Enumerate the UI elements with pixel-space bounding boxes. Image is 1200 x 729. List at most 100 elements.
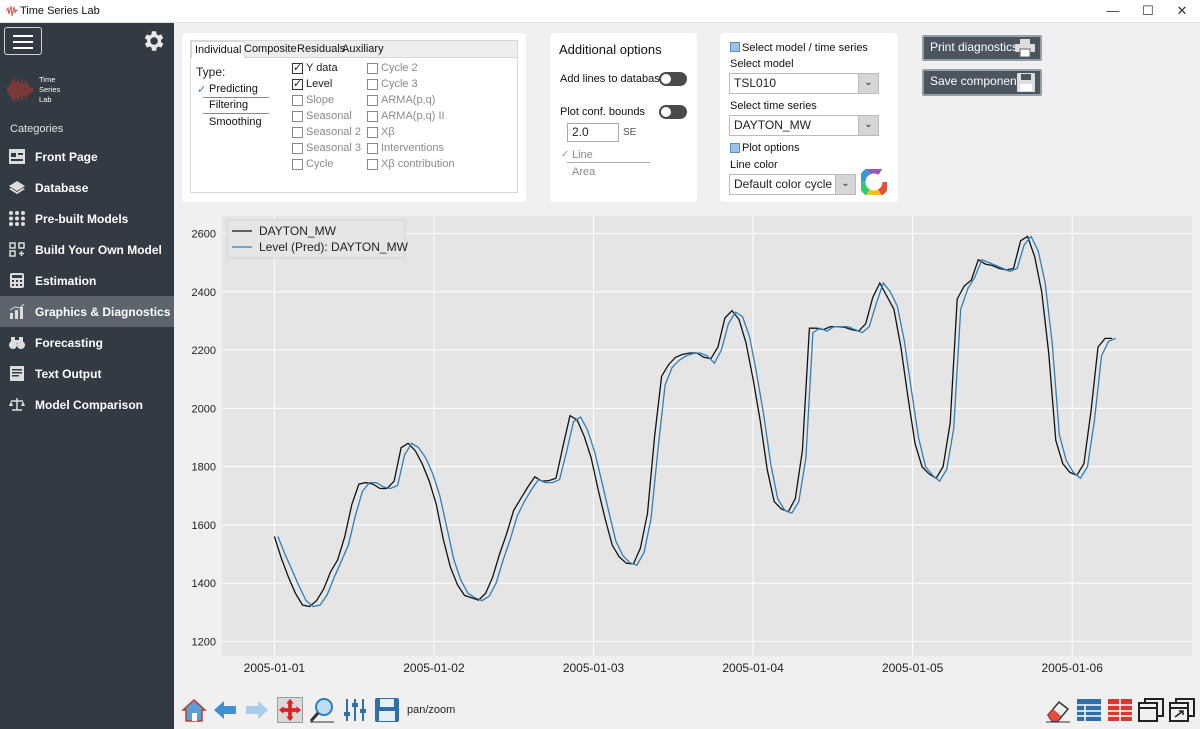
zoom-icon[interactable] [309, 697, 335, 723]
y-tick-label: 2200 [192, 345, 216, 357]
sidebar-item-front-page[interactable]: Front Page [0, 141, 174, 172]
y-tick-label: 2400 [192, 287, 216, 299]
back-arrow-icon[interactable] [212, 697, 238, 723]
chevron-down-icon: ⌄ [858, 116, 878, 135]
plot-background [222, 216, 1192, 656]
component-checkbox[interactable] [367, 127, 378, 138]
series-select-value: DAYTON_MW [734, 118, 811, 132]
component-checkbox[interactable] [292, 77, 303, 90]
sidebar-item-pre-built-models[interactable]: Pre-built Models [0, 203, 174, 234]
component-checkbox[interactable] [292, 143, 303, 154]
text-output-icon [10, 366, 24, 381]
gear-icon[interactable] [140, 28, 166, 54]
type-option-predicting[interactable]: Predicting [209, 83, 258, 95]
window-title: Time Series Lab [20, 5, 100, 17]
add-lines-toggle[interactable] [659, 72, 687, 86]
additional-options-title: Additional options [559, 42, 662, 57]
plot-toolbar: pan/zoom [174, 690, 1200, 729]
save-components-label: Save components [930, 74, 1027, 88]
component-checkbox[interactable] [367, 159, 378, 170]
restore-window-icon[interactable] [1138, 697, 1164, 723]
y-tick-label: 1200 [192, 636, 216, 648]
table-red-icon[interactable] [1107, 697, 1133, 723]
sidebar-item-text-output[interactable]: Text Output [0, 358, 174, 389]
tab-auxiliary[interactable]: Auxiliary [342, 43, 384, 55]
app-logo: Time Series Lab [6, 75, 126, 109]
title-bar: Time Series Lab — ☐ ✕ [0, 0, 1200, 23]
component-checkbox[interactable] [292, 95, 303, 106]
forward-arrow-icon[interactable] [244, 697, 270, 723]
minimize-button[interactable]: — [1106, 3, 1120, 18]
color-wheel-icon[interactable] [861, 169, 887, 195]
configure-subplots-icon[interactable] [342, 697, 368, 723]
component-checkbox-label: Xβ [381, 126, 395, 138]
selected-check-icon: ✓ [197, 84, 207, 96]
component-checkbox-label: Cycle [306, 158, 334, 170]
plot-conf-bounds-label: Plot conf. bounds [560, 106, 646, 118]
close-button[interactable]: ✕ [1176, 3, 1188, 18]
menu-toggle-button[interactable] [4, 27, 42, 55]
tab-individual[interactable]: Individual [191, 41, 246, 58]
bound-style-area[interactable]: Area [572, 166, 596, 178]
type-option-smoothing[interactable]: Smoothing [209, 116, 262, 128]
binoculars-icon [9, 337, 25, 349]
line-color-select[interactable]: Default color cycle ⌄ [729, 174, 856, 195]
component-checkbox[interactable] [367, 79, 378, 90]
save-figure-icon[interactable] [374, 697, 400, 723]
component-checkbox[interactable] [367, 111, 378, 122]
component-checkbox[interactable] [292, 159, 303, 170]
divider [203, 97, 269, 98]
sidebar-item-estimation[interactable]: Estimation [0, 265, 174, 296]
conf-bounds-input[interactable]: 2.0 [567, 123, 619, 142]
component-checkbox[interactable] [367, 63, 378, 74]
eraser-icon[interactable] [1045, 697, 1071, 723]
x-tick-label: 2005-01-05 [882, 661, 944, 675]
select-model-header: Select model / time series [742, 42, 868, 54]
x-tick-label: 2005-01-03 [563, 661, 625, 675]
waveform-logo-icon [7, 78, 33, 102]
sidebar-item-graphics-diagnostics[interactable]: Graphics & Diagnostics [0, 296, 174, 327]
tab-residuals[interactable]: Residuals [297, 43, 346, 55]
sidebar-item-label: Graphics & Diagnostics [35, 305, 171, 319]
sidebar: Time Series Lab Categories Front Page Da… [0, 23, 174, 729]
component-checkbox[interactable] [367, 143, 378, 154]
model-select-value: TSL010 [734, 76, 777, 90]
add-lines-label: Add lines to database [560, 73, 666, 85]
collapse-icon[interactable] [730, 143, 740, 153]
chevron-down-icon: ⌄ [858, 74, 878, 93]
save-components-button[interactable]: Save components [922, 69, 1042, 96]
time-series-chart[interactable]: 1200 1400 1600 1800 2000 2200 2400 2600 2005-01-… [174, 208, 1200, 688]
series-select[interactable]: DAYTON_MW ⌄ [729, 115, 879, 136]
plot-conf-bounds-toggle[interactable] [659, 105, 687, 119]
print-diagnostics-button[interactable]: Print diagnostics [922, 35, 1042, 61]
component-checkbox[interactable] [367, 95, 378, 106]
component-tabs: Individual Composite Residuals Auxiliary [190, 40, 518, 193]
sidebar-item-database[interactable]: Database [0, 172, 174, 203]
table-blue-icon[interactable] [1076, 697, 1102, 723]
x-tick-label: 2005-01-06 [1042, 661, 1104, 675]
maximize-button[interactable]: ☐ [1142, 3, 1154, 18]
component-checkbox[interactable] [292, 111, 303, 122]
sidebar-item-forecasting[interactable]: Forecasting [0, 327, 174, 358]
model-select[interactable]: TSL010 ⌄ [729, 73, 879, 94]
logo-text-line: Lab [39, 95, 52, 104]
component-checkbox[interactable] [292, 127, 303, 138]
collapse-icon[interactable] [730, 42, 740, 52]
line-color-value: Default color cycle [734, 177, 833, 191]
maximize-window-icon[interactable] [1169, 697, 1195, 723]
x-tick-label: 2005-01-04 [722, 661, 784, 675]
home-icon[interactable] [181, 697, 207, 723]
tab-composite[interactable]: Composite [244, 43, 297, 55]
select-series-label: Select time series [730, 100, 817, 112]
chart-area: 1200 1400 1600 1800 2000 2200 2400 2600 2005-01-… [174, 208, 1200, 688]
bound-style-line[interactable]: Line [572, 149, 593, 161]
component-checkbox[interactable] [292, 61, 303, 74]
sidebar-item-label: Model Comparison [35, 398, 144, 412]
type-option-filtering[interactable]: Filtering [209, 99, 249, 111]
sidebar-nav: Front Page Database Pre-built Models Bui… [0, 141, 174, 420]
front-page-icon [9, 149, 25, 164]
logo-text-line: Series [39, 85, 61, 94]
pan-icon[interactable] [277, 697, 303, 723]
sidebar-item-model-comparison[interactable]: Model Comparison [0, 389, 174, 420]
sidebar-item-build-your-own-model[interactable]: Build Your Own Model [0, 234, 174, 265]
